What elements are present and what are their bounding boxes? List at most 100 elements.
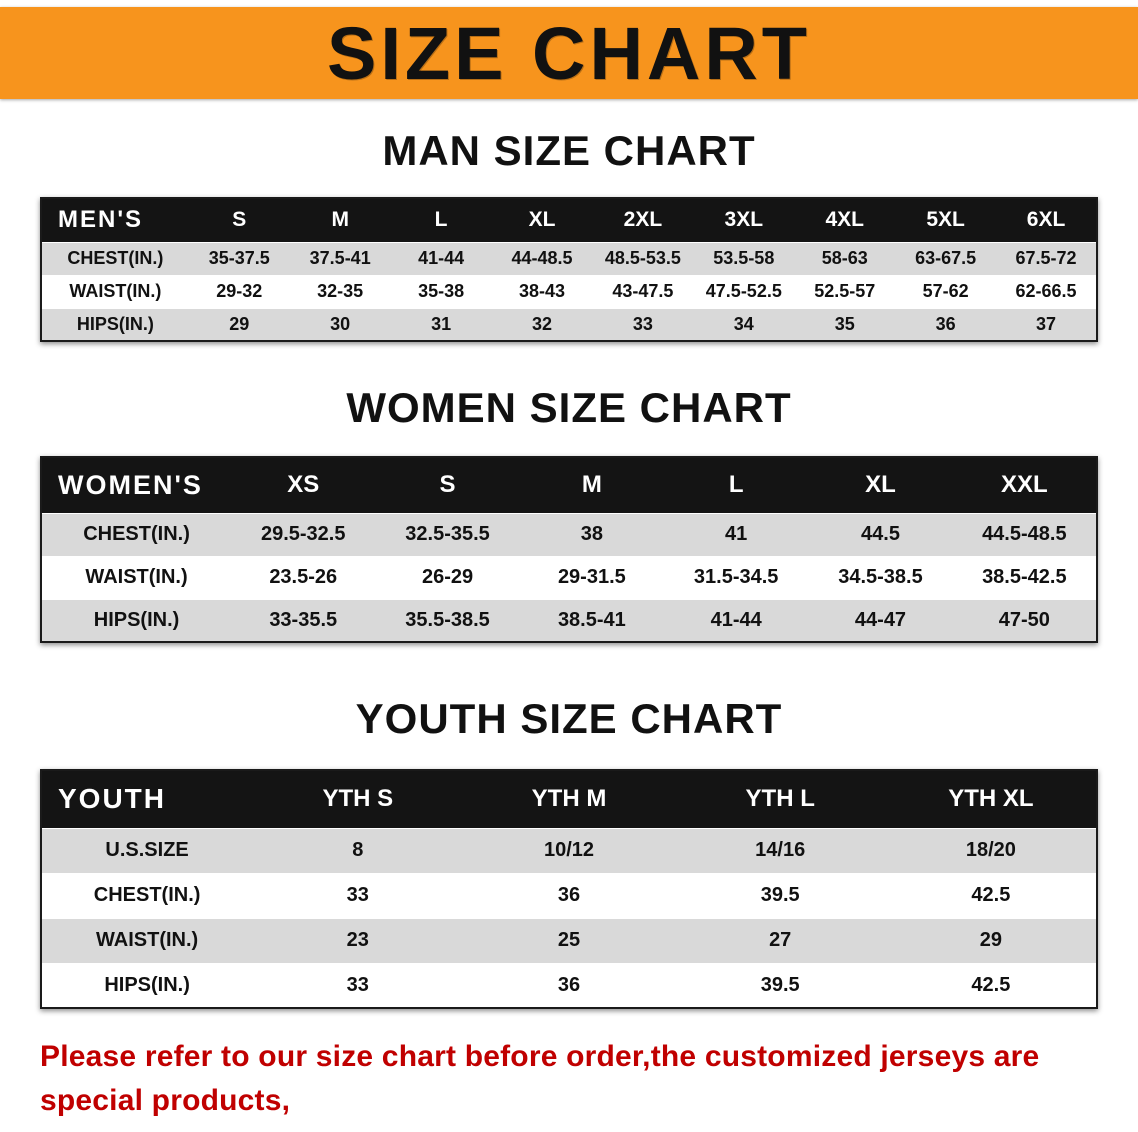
size-value: 26-29 — [375, 555, 520, 599]
size-value: 41 — [664, 512, 809, 556]
size-column-header: XXL — [952, 457, 1097, 513]
size-column-header: S — [188, 198, 290, 242]
size-column-header: M — [519, 457, 665, 513]
size-value: 32.5-35.5 — [375, 512, 520, 556]
size-value: 33-35.5 — [231, 598, 376, 642]
size-value: 37 — [996, 307, 1097, 341]
size-column-header: L — [390, 198, 492, 242]
size-value: 48.5-53.5 — [592, 241, 694, 275]
size-column-header: YTH L — [674, 770, 886, 828]
disclaimer-note: Please refer to our size chart before or… — [40, 1035, 1138, 1132]
size-value: 53.5-58 — [693, 241, 795, 275]
size-value: 33 — [252, 962, 464, 1008]
size-column-header: XS — [231, 457, 376, 513]
size-value: 52.5-57 — [794, 274, 896, 308]
men-section-heading: MAN SIZE CHART — [382, 127, 756, 174]
size-value: 14/16 — [674, 827, 886, 873]
table-title-cell: YOUTH — [41, 770, 253, 828]
table-header-row: MEN'S S M L XL 2XL 3XL 4XL 5XL 6XL — [41, 198, 1097, 242]
size-value: 34.5-38.5 — [808, 555, 953, 599]
size-value: 44.5-48.5 — [952, 512, 1097, 556]
table-row: HIPS(IN.) 29 30 31 32 33 34 35 36 37 — [41, 307, 1097, 341]
size-value: 36 — [463, 962, 675, 1008]
size-value: 63-67.5 — [895, 241, 997, 275]
page-title: SIZE CHART — [327, 11, 811, 95]
size-value: 38.5-41 — [519, 598, 665, 642]
row-label: U.S.SIZE — [41, 827, 253, 873]
size-value: 57-62 — [895, 274, 997, 308]
table-row: CHEST(IN.) 33 36 39.5 42.5 — [41, 872, 1097, 918]
size-value: 35 — [794, 307, 896, 341]
size-value: 29-32 — [188, 274, 290, 308]
table-row: HIPS(IN.) 33 36 39.5 42.5 — [41, 962, 1097, 1008]
size-value: 29 — [188, 307, 290, 341]
men-section: MAN SIZE CHART MEN'S S M L XL 2XL 3XL 4XL 5XL 6XL… — [0, 127, 1138, 342]
size-value: 30 — [289, 307, 391, 341]
row-label: HIPS(IN.) — [41, 598, 232, 642]
size-value: 31.5-34.5 — [664, 555, 809, 599]
size-value: 25 — [463, 917, 675, 963]
size-value: 44.5 — [808, 512, 953, 556]
size-value: 33 — [252, 872, 464, 918]
banner: SIZE CHART — [0, 7, 1138, 99]
size-value: 62-66.5 — [996, 274, 1097, 308]
youth-section: YOUTH SIZE CHART YOUTH YTH S YTH M YTH L YTH… — [0, 695, 1138, 1009]
table-row: HIPS(IN.) 33-35.5 35.5-38.5 38.5-41 41-44 44-… — [41, 598, 1097, 642]
size-value: 44-48.5 — [491, 241, 593, 275]
disclaimer-line-2: we don't accept cancel, change, teturn o… — [40, 1123, 1138, 1132]
size-column-header: YTH XL — [885, 770, 1097, 828]
size-value: 37.5-41 — [289, 241, 391, 275]
size-column-header: 5XL — [895, 198, 997, 242]
size-column-header: 6XL — [996, 198, 1097, 242]
size-column-header: 3XL — [693, 198, 795, 242]
table-header-row: WOMEN'S XS S M L XL XXL — [41, 457, 1097, 513]
size-column-header: S — [375, 457, 520, 513]
size-value: 67.5-72 — [996, 241, 1097, 275]
size-value: 31 — [390, 307, 492, 341]
row-label: CHEST(IN.) — [41, 512, 232, 556]
row-label: WAIST(IN.) — [41, 274, 189, 308]
row-label: CHEST(IN.) — [41, 872, 253, 918]
size-value: 29 — [885, 917, 1097, 963]
table-row: CHEST(IN.) 35-37.5 37.5-41 41-44 44-48.5 48.5… — [41, 241, 1097, 275]
size-value: 38-43 — [491, 274, 593, 308]
size-column-header: 4XL — [794, 198, 896, 242]
size-value: 38.5-42.5 — [952, 555, 1097, 599]
row-label: HIPS(IN.) — [41, 962, 253, 1008]
size-value: 32-35 — [289, 274, 391, 308]
table-row: WAIST(IN.) 23 25 27 29 — [41, 917, 1097, 963]
size-value: 58-63 — [794, 241, 896, 275]
size-column-header: XL — [491, 198, 593, 242]
size-value: 36 — [463, 872, 675, 918]
size-value: 42.5 — [885, 872, 1097, 918]
row-label: WAIST(IN.) — [41, 917, 253, 963]
men-size-table: MEN'S S M L XL 2XL 3XL 4XL 5XL 6XL CHEST(IN.) 35-37… — [40, 197, 1098, 342]
size-column-header: YTH S — [252, 770, 464, 828]
size-value: 8 — [252, 827, 464, 873]
disclaimer-line-1: Please refer to our size chart before or… — [40, 1040, 1040, 1117]
size-value: 39.5 — [674, 962, 886, 1008]
size-value: 34 — [693, 307, 795, 341]
size-value: 42.5 — [885, 962, 1097, 1008]
size-value: 35-38 — [390, 274, 492, 308]
size-value: 29-31.5 — [519, 555, 665, 599]
size-value: 32 — [491, 307, 593, 341]
table-row: CHEST(IN.) 29.5-32.5 32.5-35.5 38 41 44.5 44.5… — [41, 512, 1097, 556]
table-row: WAIST(IN.) 29-32 32-35 35-38 38-43 43-47.5 47.… — [41, 274, 1097, 308]
table-row: WAIST(IN.) 23.5-26 26-29 29-31.5 31.5-34.5 34… — [41, 555, 1097, 599]
size-value: 18/20 — [885, 827, 1097, 873]
size-value: 23 — [252, 917, 464, 963]
size-column-header: 2XL — [592, 198, 694, 242]
size-value: 35-37.5 — [188, 241, 290, 275]
size-value: 47.5-52.5 — [693, 274, 795, 308]
table-title-cell: MEN'S — [41, 198, 189, 242]
size-value: 36 — [895, 307, 997, 341]
row-label: HIPS(IN.) — [41, 307, 189, 341]
table-row: U.S.SIZE 8 10/12 14/16 18/20 — [41, 827, 1097, 873]
youth-size-table: YOUTH YTH S YTH M YTH L YTH XL U.S.SIZE 8 10/12… — [40, 769, 1098, 1009]
size-value: 23.5-26 — [231, 555, 376, 599]
youth-section-heading: YOUTH SIZE CHART — [355, 695, 783, 742]
size-chart-page: SIZE CHART MAN SIZE CHART MEN'S S M L XL 2XL 3… — [0, 7, 1138, 1132]
size-value: 29.5-32.5 — [231, 512, 376, 556]
size-value: 33 — [592, 307, 694, 341]
